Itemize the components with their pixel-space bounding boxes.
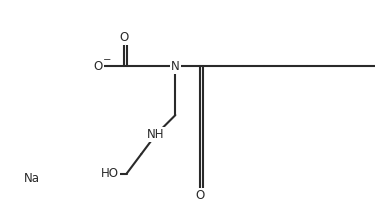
Text: N: N xyxy=(171,60,180,73)
Text: O: O xyxy=(94,60,103,73)
Text: O: O xyxy=(119,31,128,44)
Text: HO: HO xyxy=(101,167,119,180)
Text: Na: Na xyxy=(24,172,40,185)
Text: −: − xyxy=(103,55,111,64)
Text: O: O xyxy=(195,189,204,202)
Text: NH: NH xyxy=(147,128,165,141)
